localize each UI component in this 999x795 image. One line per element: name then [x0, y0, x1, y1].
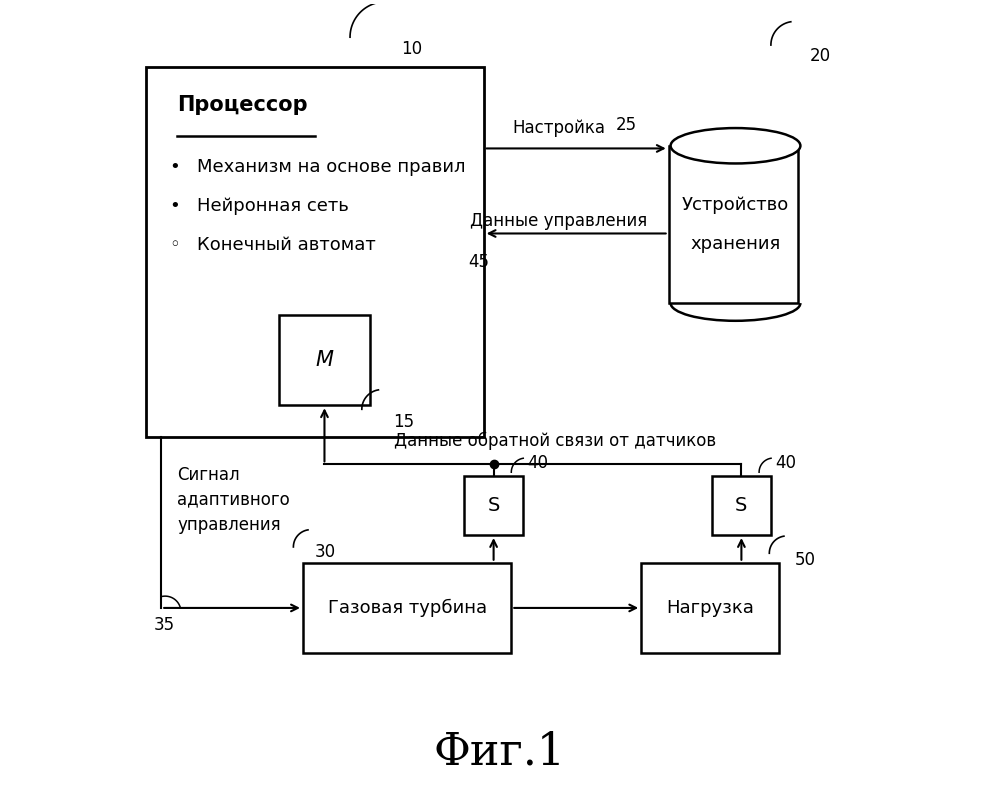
Text: •: • [169, 157, 180, 176]
Text: Механизм на основе правил: Механизм на основе правил [197, 157, 466, 176]
Text: M: M [316, 350, 334, 370]
Text: 20: 20 [810, 48, 831, 65]
Text: 15: 15 [394, 413, 415, 431]
Text: ◦: ◦ [169, 236, 180, 254]
Text: 25: 25 [616, 116, 637, 134]
Text: 30: 30 [315, 543, 336, 561]
Text: •: • [169, 197, 180, 215]
Text: Настройка: Настройка [512, 118, 605, 137]
Text: хранения: хранения [690, 235, 780, 253]
Text: Фиг.1: Фиг.1 [434, 730, 565, 773]
FancyBboxPatch shape [712, 476, 771, 535]
Text: Процессор: Процессор [177, 95, 308, 114]
Text: 40: 40 [527, 454, 548, 472]
Text: Сигнал
адаптивного
управления: Сигнал адаптивного управления [177, 466, 290, 533]
Text: 40: 40 [775, 454, 796, 472]
Text: Данные управления: Данные управления [470, 211, 647, 230]
Text: S: S [735, 496, 747, 515]
Text: Газовая турбина: Газовая турбина [328, 599, 487, 617]
FancyBboxPatch shape [146, 67, 484, 436]
Text: Конечный автомат: Конечный автомат [197, 236, 376, 254]
FancyBboxPatch shape [465, 476, 523, 535]
Text: Нейронная сеть: Нейронная сеть [197, 197, 349, 215]
Text: Нагрузка: Нагрузка [666, 599, 754, 617]
Text: S: S [488, 496, 500, 515]
FancyBboxPatch shape [641, 563, 779, 653]
FancyBboxPatch shape [280, 315, 370, 405]
Ellipse shape [670, 128, 800, 164]
Text: 45: 45 [469, 253, 490, 271]
Text: Данные обратной связи от датчиков: Данные обратной связи от датчиков [394, 432, 715, 450]
Text: Устройство: Устройство [682, 196, 789, 214]
Text: 35: 35 [154, 616, 175, 634]
FancyBboxPatch shape [668, 145, 798, 303]
Text: 50: 50 [794, 551, 815, 569]
Text: 10: 10 [402, 40, 423, 57]
FancyBboxPatch shape [303, 563, 511, 653]
